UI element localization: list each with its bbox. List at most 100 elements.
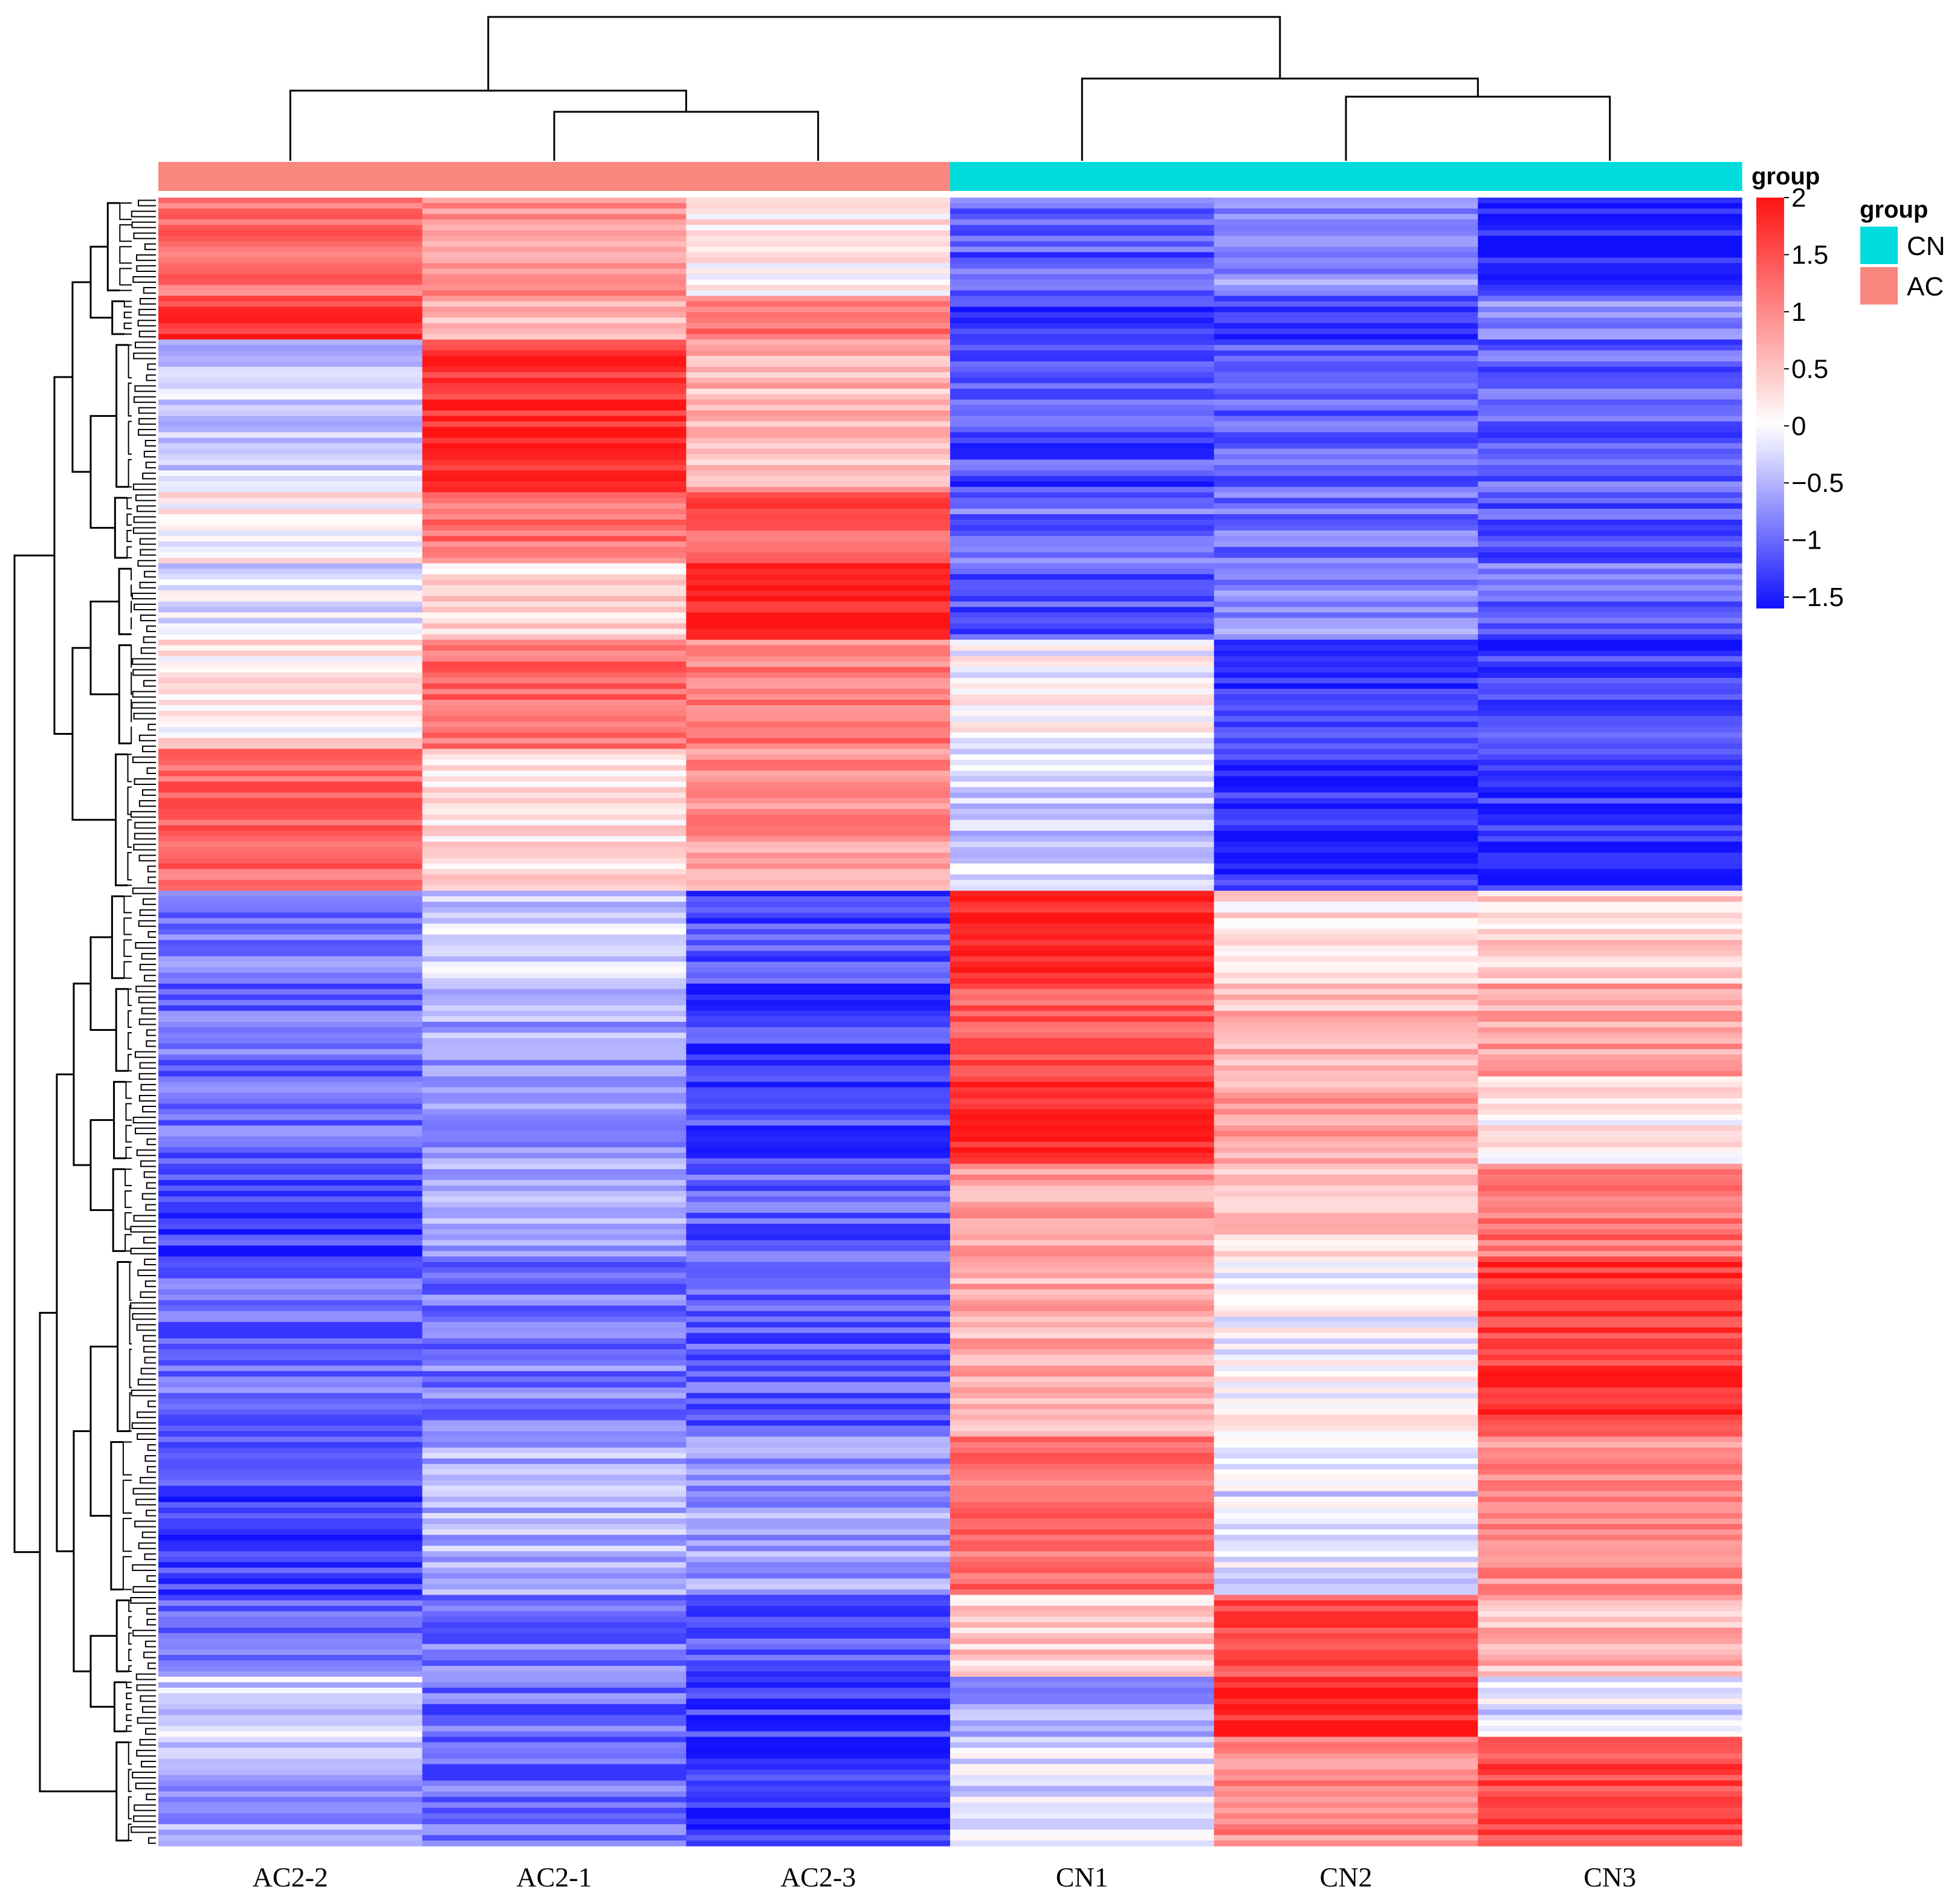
heatmap-cell [686, 1044, 951, 1050]
dendrogram-link [138, 854, 156, 862]
heatmap-cell [422, 1120, 687, 1126]
legend-swatch-ac [1860, 267, 1898, 305]
dendrogram-link [132, 691, 156, 698]
heatmap-cell [686, 1213, 951, 1219]
dendrogram-link [137, 1378, 156, 1386]
heatmap-cell [1478, 1071, 1742, 1077]
heatmap-cell [950, 1343, 1215, 1350]
dendrogram-link [119, 202, 132, 221]
heatmap-cell [686, 912, 951, 918]
heatmap-cell [950, 1202, 1215, 1208]
heatmap-cell [422, 443, 687, 450]
heatmap-cell [422, 612, 687, 619]
heatmap-cell [686, 448, 951, 455]
heatmap-cell [1478, 1087, 1742, 1094]
heatmap-cell [158, 683, 423, 689]
heatmap-cell [158, 1420, 423, 1427]
heatmap-cell [422, 1567, 687, 1573]
heatmap-cell [1214, 1616, 1478, 1623]
dendrogram-link [138, 920, 156, 927]
heatmap-cell [158, 650, 423, 657]
heatmap-cell [158, 1283, 423, 1290]
heatmap-cell [1214, 743, 1478, 749]
heatmap-cell [422, 1092, 687, 1099]
heatmap-cell [1214, 476, 1478, 482]
legend-title: group [1860, 196, 1928, 223]
heatmap-cell [1478, 1098, 1742, 1105]
heatmap-cell [422, 803, 687, 810]
dendrogram-link [128, 1632, 132, 1645]
heatmap-cell [1214, 776, 1478, 783]
heatmap-cell [158, 541, 423, 547]
heatmap-cell [686, 257, 951, 263]
heatmap-cell [158, 1245, 423, 1251]
heatmap-cell [1478, 443, 1742, 450]
heatmap-cell [1214, 781, 1478, 788]
dendrogram-link [118, 567, 132, 636]
heatmap-cell [158, 1076, 423, 1082]
heatmap-cell [1214, 301, 1478, 308]
dendrogram-link [123, 896, 132, 914]
heatmap-cell [1478, 1829, 1742, 1836]
heatmap-cell [422, 1147, 687, 1154]
heatmap-cell [1478, 1387, 1742, 1393]
heatmap-cell [422, 448, 687, 455]
heatmap-cell [950, 481, 1215, 488]
dendrogram-link [139, 964, 156, 971]
heatmap-cell [950, 1366, 1215, 1372]
heatmap-cell [422, 524, 687, 531]
heatmap-cell [422, 1840, 687, 1847]
dendrogram-link [131, 210, 156, 218]
heatmap-cell [950, 1092, 1215, 1099]
heatmap-cell [950, 1218, 1215, 1224]
dendrogram-link [146, 1182, 156, 1189]
heatmap-cell [1214, 1082, 1478, 1088]
dendrogram-link [147, 363, 156, 370]
colorbar-tick-label: 1 [1791, 297, 1806, 327]
heatmap-cell [1214, 1546, 1478, 1552]
heatmap-cell [422, 459, 687, 466]
heatmap-cell [1214, 721, 1478, 728]
heatmap-cell [950, 1524, 1215, 1530]
heatmap-cell [422, 1087, 687, 1094]
heatmap-cell [686, 1829, 951, 1836]
heatmap-cell [686, 1010, 951, 1017]
heatmap-cell [1214, 656, 1478, 662]
heatmap-cell [1214, 814, 1478, 821]
heatmap-cell [1478, 1141, 1742, 1148]
heatmap-cell [686, 219, 951, 225]
heatmap-cell [422, 552, 687, 558]
heatmap-cell [422, 749, 687, 755]
heatmap-cell [158, 1054, 423, 1060]
heatmap-cell [422, 465, 687, 471]
heatmap-cell [950, 1578, 1215, 1585]
heatmap-cell [686, 1196, 951, 1202]
heatmap-cell [1478, 295, 1742, 302]
heatmap-cell [158, 989, 423, 995]
heatmap-cell [158, 383, 423, 389]
heatmap-cell [950, 1016, 1215, 1022]
heatmap-cell [422, 1366, 687, 1372]
heatmap-cell [950, 1699, 1215, 1705]
heatmap-cell [422, 1332, 687, 1339]
heatmap-cell [158, 1512, 423, 1519]
heatmap-cell [1214, 514, 1478, 520]
heatmap-cell [422, 1054, 687, 1060]
heatmap-cell [422, 214, 687, 220]
heatmap-cell [422, 880, 687, 886]
heatmap-cell [1478, 836, 1742, 842]
dendrogram-link [136, 265, 156, 272]
heatmap-cell [158, 688, 423, 695]
heatmap-cell [1478, 1120, 1742, 1126]
heatmap-cell [422, 994, 687, 1001]
colorbar-title: group [1751, 163, 1820, 190]
dendrogram-link [146, 1138, 156, 1146]
heatmap-cell [1214, 972, 1478, 979]
heatmap-cell [1214, 803, 1478, 810]
heatmap-cell [686, 399, 951, 405]
heatmap-cell [1214, 1283, 1478, 1290]
dendrogram-link [132, 756, 156, 763]
dendrogram-link [128, 1769, 132, 1792]
heatmap-cell [1214, 323, 1478, 329]
dendrogram-link [127, 819, 132, 848]
